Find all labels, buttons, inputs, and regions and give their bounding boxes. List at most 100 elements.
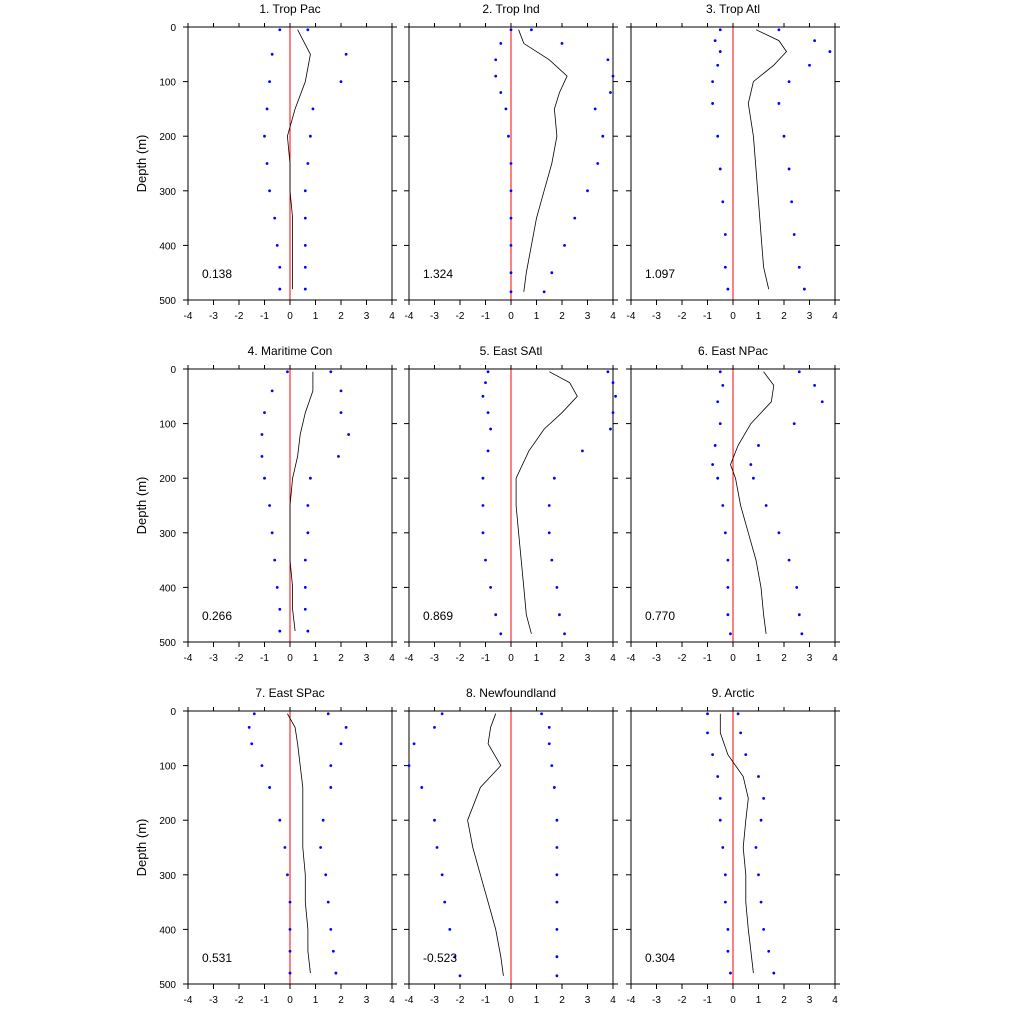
x-tick-label: -2 xyxy=(456,311,465,322)
x-tick-label: -2 xyxy=(456,995,465,1006)
upper-bound-point xyxy=(547,725,551,729)
x-tick-label: 0 xyxy=(730,653,736,664)
upper-bound-point xyxy=(547,742,551,746)
upper-bound-point xyxy=(547,531,551,535)
lower-bound-point xyxy=(440,873,444,877)
x-tick-label: 0 xyxy=(287,653,293,664)
lower-bound-point xyxy=(268,80,271,83)
upper-bound-point xyxy=(560,41,564,45)
y-tick-label: 100 xyxy=(159,78,176,89)
x-tick-label: 4 xyxy=(389,995,395,1006)
lower-bound-point xyxy=(263,476,266,480)
x-tick-label: -4 xyxy=(405,311,414,322)
x-tick-label: 2 xyxy=(559,653,565,664)
lower-bound-point xyxy=(268,504,271,507)
lower-bound-point xyxy=(494,613,498,617)
upper-bound-point xyxy=(754,846,758,849)
lower-bound-point xyxy=(260,764,264,767)
x-tick-label: 4 xyxy=(389,653,395,664)
lower-bound-point xyxy=(718,796,722,800)
x-tick-label: -4 xyxy=(627,311,636,322)
upper-bound-point xyxy=(752,476,755,480)
x-tick-label: 2 xyxy=(559,311,565,322)
lower-bound-point xyxy=(270,52,274,56)
lower-bound-point xyxy=(278,607,282,611)
y-tick-label: 300 xyxy=(159,529,176,540)
lower-bound-point xyxy=(440,712,444,716)
upper-bound-point xyxy=(347,433,351,436)
mean-profile-line xyxy=(289,371,314,632)
x-tick-label: -1 xyxy=(481,995,490,1006)
lower-bound-point xyxy=(286,873,289,877)
upper-bound-point xyxy=(555,846,559,849)
x-tick-label: -3 xyxy=(652,995,661,1006)
upper-bound-point xyxy=(550,764,554,767)
lower-bound-point xyxy=(486,449,490,453)
upper-bound-point xyxy=(329,928,333,931)
lower-bound-point xyxy=(729,971,732,975)
upper-bound-point xyxy=(303,189,307,193)
lower-bound-point xyxy=(453,955,457,959)
lower-bound-point xyxy=(268,786,271,789)
x-tick-label: -1 xyxy=(260,995,269,1006)
upper-bound-point xyxy=(759,900,763,904)
upper-bound-point xyxy=(736,712,740,716)
x-tick-label: -2 xyxy=(456,653,465,664)
upper-bound-point xyxy=(611,74,615,78)
x-tick-label: -1 xyxy=(260,311,269,322)
x-tick-label: 3 xyxy=(807,995,813,1006)
lower-bound-point xyxy=(507,134,510,138)
lower-bound-point xyxy=(412,742,416,746)
upper-bound-point xyxy=(303,287,307,291)
x-tick-label: 4 xyxy=(832,311,838,322)
x-tick-label: 0 xyxy=(730,311,736,322)
lower-bound-point xyxy=(288,928,292,931)
upper-bound-point xyxy=(581,449,584,453)
x-tick-label: 1 xyxy=(756,653,762,664)
upper-bound-point xyxy=(609,427,612,431)
upper-bound-point xyxy=(555,873,559,877)
upper-bound-point xyxy=(563,244,566,247)
x-tick-label: -3 xyxy=(209,653,218,664)
upper-bound-point xyxy=(540,712,543,716)
upper-bound-point xyxy=(319,846,322,849)
y-tick-label: 200 xyxy=(159,816,176,827)
lower-bound-point xyxy=(481,476,485,480)
x-tick-label: 2 xyxy=(338,311,344,322)
x-tick-label: 1 xyxy=(534,653,540,664)
lower-bound-point xyxy=(509,189,513,193)
lower-bound-point xyxy=(433,818,436,822)
lower-bound-point xyxy=(716,775,720,778)
lower-bound-point xyxy=(711,463,714,466)
upper-bound-point xyxy=(797,613,801,617)
lower-bound-point xyxy=(448,928,452,931)
x-tick-label: -2 xyxy=(235,995,244,1006)
lower-bound-point xyxy=(711,80,714,83)
x-tick-label: -1 xyxy=(703,653,712,664)
lower-bound-point xyxy=(494,74,498,78)
lower-bound-point xyxy=(247,725,251,729)
x-tick-label: 1 xyxy=(534,311,540,322)
upper-bound-point xyxy=(306,28,310,32)
upper-bound-point xyxy=(739,731,743,735)
upper-bound-point xyxy=(324,873,328,877)
lower-bound-point xyxy=(263,411,266,415)
x-tick-label: -4 xyxy=(184,995,193,1006)
y-tick-label: 0 xyxy=(170,23,176,34)
lower-bound-point xyxy=(481,504,485,507)
upper-bound-point xyxy=(820,400,824,404)
x-tick-label: 1 xyxy=(756,995,762,1006)
lower-bound-point xyxy=(726,949,730,953)
lower-bound-point xyxy=(713,444,717,447)
upper-bound-point xyxy=(777,102,781,105)
upper-bound-point xyxy=(611,411,615,415)
upper-bound-point xyxy=(339,742,343,746)
upper-bound-point xyxy=(609,91,612,94)
lower-bound-point xyxy=(481,531,485,535)
x-tick-label: 4 xyxy=(389,311,395,322)
mean-profile-line xyxy=(518,29,568,292)
x-tick-label: 2 xyxy=(781,995,787,1006)
upper-bound-point xyxy=(329,786,333,789)
lower-bound-point xyxy=(713,39,717,43)
